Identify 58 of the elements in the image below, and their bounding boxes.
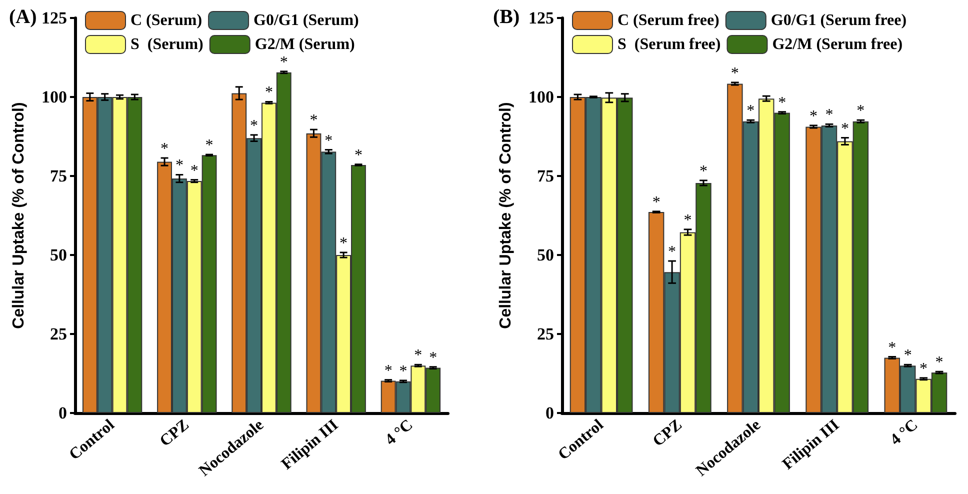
legend-label: S (Serum free) — [618, 36, 721, 53]
data-label: * — [414, 347, 422, 364]
y-tick-label: 75 — [50, 166, 67, 186]
data-label: * — [250, 117, 258, 134]
legend-label: G2/M (Serum) — [254, 36, 355, 53]
data-label: * — [310, 112, 318, 130]
data-label: * — [825, 106, 834, 124]
data-label: * — [840, 120, 849, 138]
data-label: * — [340, 234, 348, 252]
data-label: * — [652, 194, 660, 211]
y-axis-title: Cellular Uptake (% of Control) — [498, 102, 514, 329]
data-label: * — [205, 137, 214, 154]
legend-label: S (Serum) — [130, 36, 204, 53]
x-tick-label: CPZ — [650, 416, 686, 450]
data-label: * — [856, 102, 865, 120]
y-tick-label: 100 — [528, 88, 554, 106]
data-label: * — [429, 349, 438, 366]
y-tick-label: 50 — [537, 246, 554, 264]
x-tick-label: 4 °C — [382, 416, 416, 449]
data-label: * — [190, 162, 198, 180]
legend-label: C (Serum) — [130, 12, 202, 29]
y-axis-title: Cellular Uptake (% of Control) — [10, 102, 28, 329]
data-label: * — [810, 108, 818, 125]
y-tick-label: 0 — [58, 404, 67, 422]
x-tick-label: 4 °C — [887, 416, 922, 449]
legend-label: C (Serum free) — [618, 12, 720, 29]
y-tick-label: 125 — [42, 8, 67, 28]
data-label: * — [904, 347, 912, 364]
legend-label: G0/G1 (Serum) — [254, 12, 359, 29]
legend-label: G0/G1 (Serum free) — [770, 12, 907, 29]
data-label: * — [175, 157, 184, 174]
data-label: * — [935, 354, 944, 372]
data-label: * — [699, 162, 708, 180]
data-label: * — [888, 339, 896, 356]
y-tick-label: 125 — [528, 8, 554, 28]
data-label: * — [730, 64, 739, 82]
data-label: * — [264, 84, 273, 102]
y-tick-label: 0 — [546, 404, 554, 422]
data-label: * — [778, 94, 786, 112]
y-tick-label: 75 — [537, 166, 554, 186]
y-tick-label: 50 — [50, 246, 67, 264]
data-label: * — [354, 146, 362, 164]
data-label: * — [160, 140, 169, 158]
legend-label: G2/M (Serum free) — [772, 36, 903, 53]
x-tick-label: CPZ — [156, 416, 192, 450]
y-tick-label: 25 — [50, 324, 67, 344]
chart-title: (B) — [493, 6, 520, 28]
data-label: * — [280, 54, 288, 71]
data-label: * — [920, 360, 928, 378]
data-label: * — [324, 132, 333, 150]
data-label: * — [684, 212, 692, 229]
data-label: * — [399, 362, 408, 380]
y-tick-label: 25 — [537, 324, 554, 344]
y-tick-label: 100 — [42, 88, 67, 106]
data-label: * — [746, 102, 755, 120]
data-label: * — [384, 362, 392, 380]
data-label: * — [668, 244, 676, 261]
chart-title: (A) — [9, 6, 37, 28]
